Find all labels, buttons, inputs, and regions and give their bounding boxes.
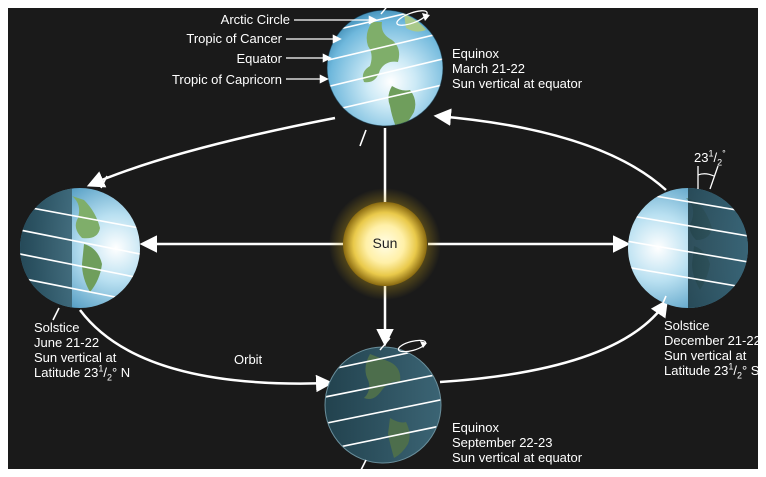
september-note: Sun vertical at equator <box>452 450 583 465</box>
march-note: Sun vertical at equator <box>452 76 583 91</box>
december-lat-den: 2 <box>736 370 742 381</box>
label-tropic-of-cancer: Tropic of Cancer <box>186 31 282 46</box>
december-date: December 21-22 <box>664 333 761 348</box>
orbit-arc-march-to-june <box>86 116 336 188</box>
march-date: March 21-22 <box>452 61 525 76</box>
globe-march <box>326 0 444 147</box>
december-latitude: Latitude 231/2° S <box>664 361 760 381</box>
globe-december <box>628 165 748 311</box>
september-title: Equinox <box>452 420 499 435</box>
june-lat-prefix: Latitude 23 <box>34 365 99 380</box>
label-arctic-circle: Arctic Circle <box>220 12 290 27</box>
december-lat-num: 1 <box>728 361 734 372</box>
june-lat-suffix: ° N <box>112 365 131 380</box>
march-title: Equinox <box>452 46 499 61</box>
orbit-arc-december-to-march <box>433 108 667 191</box>
september-date: September 22-23 <box>452 435 553 450</box>
june-lat-den: 2 <box>106 372 112 383</box>
june-date: June 21-22 <box>34 335 100 350</box>
june-note: Sun vertical at <box>34 350 117 365</box>
sun-disc <box>343 202 427 286</box>
december-lat-prefix: Latitude 23 <box>664 363 729 378</box>
june-lat-num: 1 <box>98 363 104 374</box>
label-tropic-of-capricorn: Tropic of Capricorn <box>171 72 282 87</box>
december-note: Sun vertical at <box>664 348 747 363</box>
september-label-block: Equinox September 22-23 Sun vertical at … <box>452 420 582 465</box>
tilt-den: 2 <box>717 157 723 168</box>
december-lat-suffix: ° S <box>742 363 760 378</box>
tilt-unit: ° <box>722 148 726 159</box>
orbit-label: Orbit <box>234 352 263 367</box>
tilt-whole: 23 <box>694 150 709 165</box>
label-equator: Equator <box>236 51 282 66</box>
tilt-num: 1 <box>708 148 714 159</box>
globe-september <box>324 337 442 473</box>
december-title: Solstice <box>664 318 710 333</box>
march-label-block: Equinox March 21-22 Sun vertical at equa… <box>452 46 582 91</box>
june-title: Solstice <box>34 320 80 335</box>
december-label-block: Solstice December 21-22 Sun vertical at … <box>664 318 761 381</box>
orbit-arc-june-to-september <box>79 309 334 393</box>
june-latitude: Latitude 231/2° N <box>34 363 131 383</box>
june-label-block: Solstice June 21-22 Sun vertical at Lati… <box>34 320 131 383</box>
tilt-angle-label: 231/2° <box>694 148 726 168</box>
sun-label: Sun <box>372 235 398 251</box>
orbit-arc-september-to-december <box>439 299 668 384</box>
